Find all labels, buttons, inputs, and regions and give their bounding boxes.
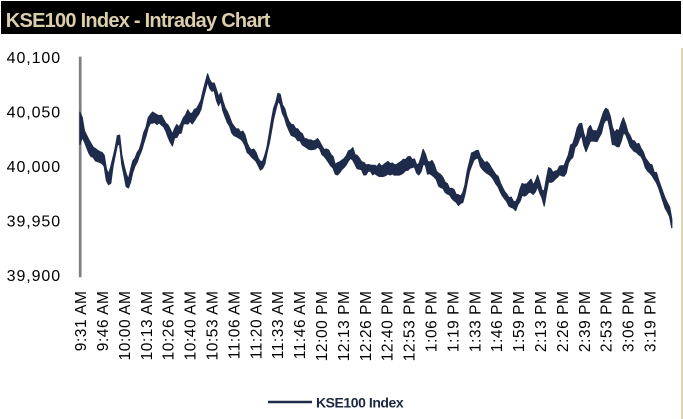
svg-text:12:26 PM: 12:26 PM xyxy=(358,291,375,362)
svg-text:40,000: 40,000 xyxy=(7,159,61,176)
svg-text:12:40 PM: 12:40 PM xyxy=(380,291,397,362)
svg-text:2:13 PM: 2:13 PM xyxy=(533,291,550,353)
svg-text:1:06 PM: 1:06 PM xyxy=(424,291,441,353)
svg-text:10:13 AM: 10:13 AM xyxy=(139,291,156,361)
svg-text:1:59 PM: 1:59 PM xyxy=(511,291,528,353)
svg-text:12:13 PM: 12:13 PM xyxy=(336,291,353,362)
svg-text:10:53 AM: 10:53 AM xyxy=(205,291,222,361)
svg-text:3:19 PM: 3:19 PM xyxy=(643,291,660,353)
svg-text:KSE100 Index: KSE100 Index xyxy=(316,395,404,411)
svg-text:9:46 AM: 9:46 AM xyxy=(95,291,112,352)
svg-text:40,100: 40,100 xyxy=(7,50,61,67)
svg-text:11:33 AM: 11:33 AM xyxy=(270,291,287,360)
svg-text:2:39 PM: 2:39 PM xyxy=(577,291,594,353)
svg-text:12:53 PM: 12:53 PM xyxy=(402,291,419,362)
svg-text:39,950: 39,950 xyxy=(7,214,61,231)
svg-text:2:26 PM: 2:26 PM xyxy=(555,291,572,353)
svg-text:1:19 PM: 1:19 PM xyxy=(445,291,462,353)
svg-text:11:20 AM: 11:20 AM xyxy=(248,291,265,360)
svg-text:2:53 PM: 2:53 PM xyxy=(599,291,616,353)
svg-text:3:06 PM: 3:06 PM xyxy=(621,291,638,353)
svg-text:11:46 AM: 11:46 AM xyxy=(292,291,309,360)
svg-text:39,900: 39,900 xyxy=(7,268,61,285)
svg-text:1:33 PM: 1:33 PM xyxy=(467,291,484,353)
svg-text:10:40 AM: 10:40 AM xyxy=(183,291,200,361)
svg-text:12:00 PM: 12:00 PM xyxy=(314,291,331,362)
svg-text:1:46 PM: 1:46 PM xyxy=(489,291,506,353)
svg-text:40,050: 40,050 xyxy=(7,105,61,122)
svg-text:11:06 AM: 11:06 AM xyxy=(226,291,243,360)
svg-text:10:26 AM: 10:26 AM xyxy=(161,291,178,361)
svg-text:10:00 AM: 10:00 AM xyxy=(117,291,134,361)
svg-text:9:31 AM: 9:31 AM xyxy=(73,291,90,352)
